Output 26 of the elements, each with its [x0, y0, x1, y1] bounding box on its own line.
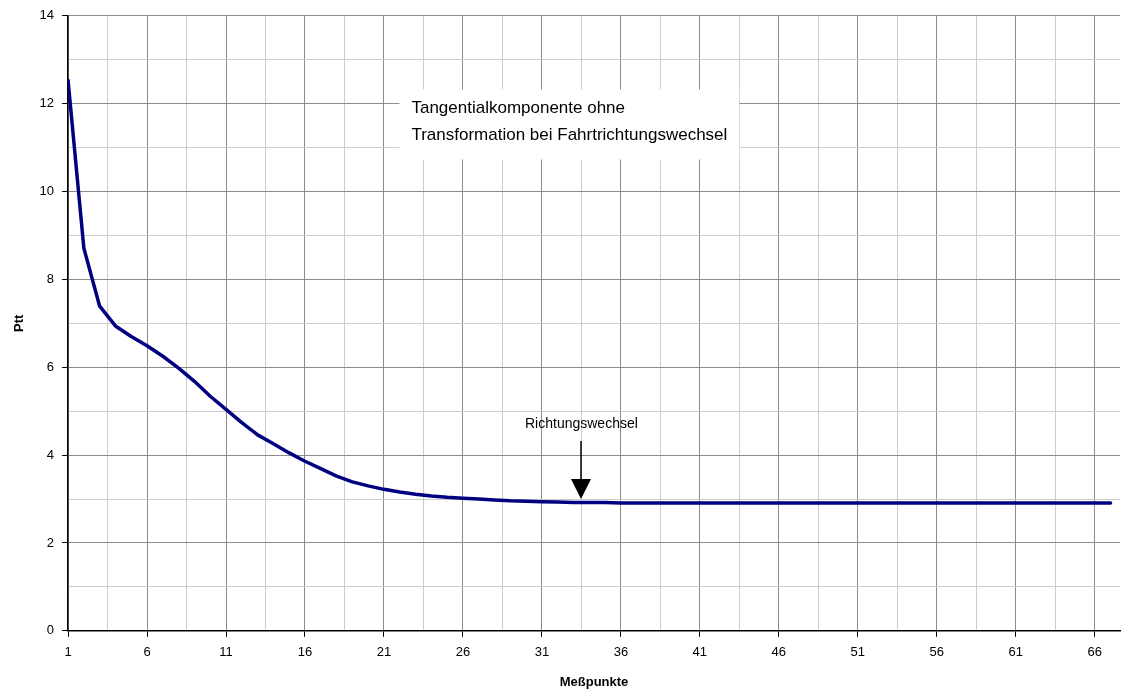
- y-tick-label: 6: [46, 358, 55, 374]
- x-tick-label: 21: [376, 644, 392, 660]
- y-tick-label: 4: [46, 446, 55, 462]
- x-tick-label: 41: [692, 644, 708, 660]
- y-tick-label: 10: [39, 183, 55, 199]
- annotation: Richtungswechsel: [524, 414, 638, 431]
- x-tick-label: 6: [143, 644, 151, 660]
- x-tick-label: 61: [1008, 644, 1023, 660]
- y-tick-label: 8: [46, 270, 55, 286]
- y-tick-label: 2: [46, 534, 55, 550]
- y-tick-label: 12: [39, 95, 55, 111]
- x-tick-label: 66: [1087, 644, 1102, 660]
- x-tick-label: 1: [64, 644, 72, 660]
- x-tick-label: 56: [929, 644, 945, 660]
- x-tick-label: 26: [455, 644, 471, 660]
- annotation: Tangentialkomponente ohne Transformation bei Fahrtrichtungswechsel: [411, 97, 728, 144]
- x-tick-label: 31: [534, 644, 550, 660]
- x-tick-label: 51: [850, 644, 866, 660]
- x-tick-label: 46: [771, 644, 787, 660]
- y-tick-label: 14: [39, 7, 55, 23]
- y-tick-label: 0: [46, 622, 55, 638]
- x-tick-label: 16: [297, 644, 313, 660]
- y-axis-title: Ptt: [11, 313, 27, 332]
- x-tick-label: 11: [219, 644, 233, 660]
- x-axis-title: Meßpunkte: [559, 673, 629, 689]
- x-tick-label: 36: [613, 644, 629, 660]
